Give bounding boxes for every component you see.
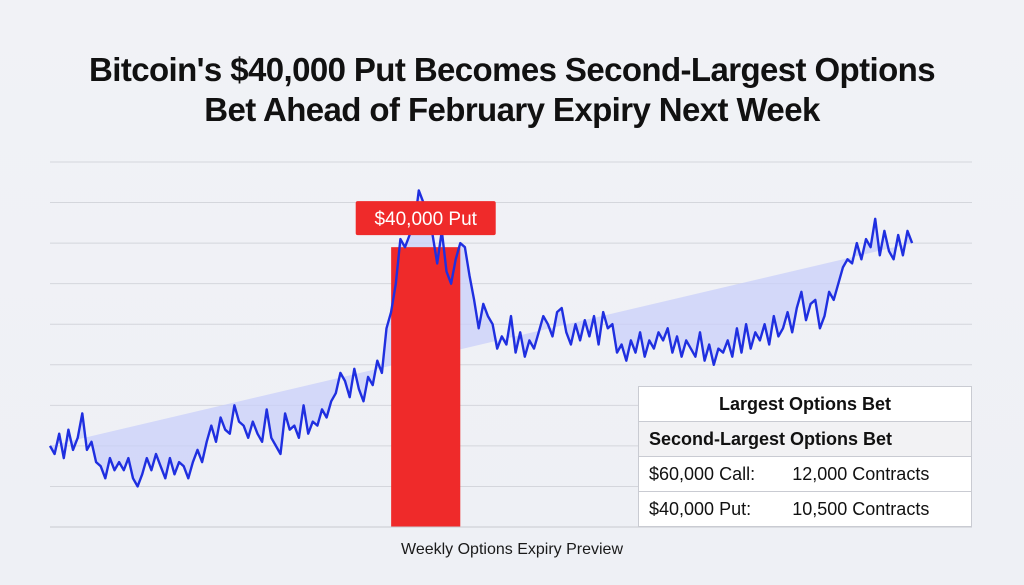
chart-title-line-2: Bet Ahead of February Expiry Next Week [204,91,820,128]
chart-title-line-1: Bitcoin's $40,000 Put Becomes Second-Lar… [89,51,936,88]
table-row-label: $40,000 Put: [638,491,793,527]
table-subheader: Second-Largest Options Bet [638,421,972,457]
put-highlight-bar [391,247,461,527]
gridlines [50,161,972,487]
options-bet-table: Largest Options Bet Second-Largest Optio… [638,386,973,527]
table-row-label: $60,000 Call: [638,456,793,492]
table-row-value: 12,000 Contracts [792,456,973,492]
chart-title: Bitcoin's $40,000 Put Becomes Second-Lar… [0,50,1024,130]
put-label-box [355,201,496,236]
table-row-value: 10,500 Contracts [792,491,973,527]
table-header: Largest Options Bet [638,386,972,422]
chart-caption: Weekly Options Expiry Preview [401,541,623,558]
price-line [48,189,914,488]
table-row: $40,000 Put: 10,500 Contracts [638,491,973,527]
put-label: $40,000 Put [374,209,477,230]
table-row: $60,000 Call: 12,000 Contracts [638,456,973,492]
